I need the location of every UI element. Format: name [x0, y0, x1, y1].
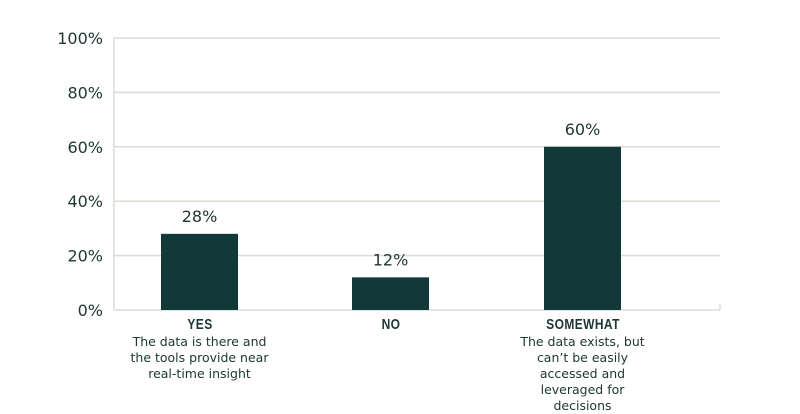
y-tick-label: 80% — [67, 83, 103, 102]
bar-no — [352, 277, 429, 310]
category-yes: YES The data is there and the tools provi… — [100, 316, 300, 382]
category-label: YES — [186, 316, 213, 333]
bar-yes — [161, 233, 238, 310]
bar-chart: 0% 20% 40% 60% 80% 100% 28% 12% 60% — [57, 29, 721, 320]
y-tick-label: 60% — [67, 138, 103, 157]
y-tick-label: 20% — [67, 247, 103, 266]
data-label: 28% — [182, 207, 218, 226]
bar-somewhat — [544, 146, 621, 310]
y-tick-label: 100% — [57, 29, 103, 48]
category-no: NO — [291, 316, 491, 334]
y-tick-label: 0% — [78, 301, 103, 320]
category-label: SOMEWHAT — [545, 316, 620, 333]
data-label: 60% — [565, 120, 601, 139]
category-description: The data is there and the tools provide … — [130, 334, 269, 381]
y-tick-label: 40% — [67, 192, 103, 211]
category-somewhat: SOMEWHAT The data exists, but can’t be ea… — [483, 316, 683, 414]
category-label: NO — [381, 316, 400, 333]
category-description: The data exists, but can’t be easily acc… — [520, 334, 645, 413]
data-label: 12% — [373, 250, 409, 269]
